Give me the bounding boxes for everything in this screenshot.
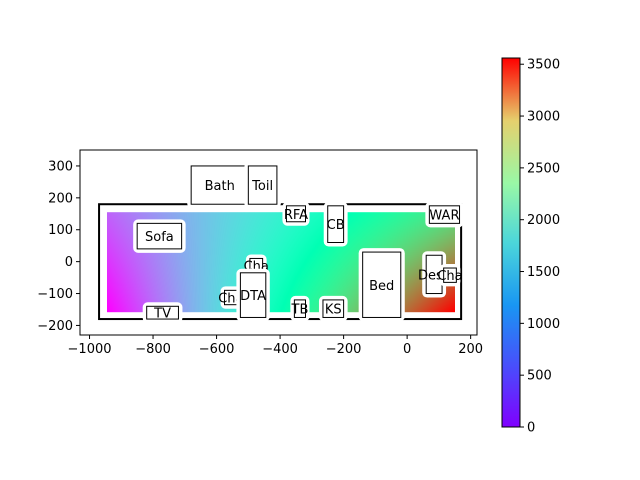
y-axis: −200 −100 0 100 200 300	[37, 159, 80, 334]
furniture-label: Cha	[437, 269, 462, 284]
furniture-box	[239, 272, 267, 318]
y-tick-label: 100	[48, 223, 73, 238]
furniture-label: DTA	[240, 289, 266, 304]
furniture-label: Bed	[369, 279, 394, 294]
colorbar-tick-label: 3000	[527, 110, 560, 125]
furniture-box	[443, 267, 457, 283]
furniture-box	[136, 222, 183, 250]
colorbar-tick-label: 2000	[527, 213, 560, 228]
x-tick-label: −200	[326, 342, 362, 357]
y-tick-label: −100	[37, 287, 73, 302]
furniture-label: WAR	[429, 209, 459, 224]
colorbar-tick-label: 1500	[527, 265, 560, 280]
colorbar-ticks: 0 500 1000 1500 2000 2500 3000 3500	[520, 58, 560, 436]
furniture-box	[428, 205, 461, 224]
x-axis: −1000 −800 −600 −400 −200 0 200	[68, 335, 483, 357]
furniture-label: Sofa	[145, 230, 174, 245]
x-tick-label: −400	[262, 342, 298, 357]
y-tick-label: 200	[48, 191, 73, 206]
colorbar-tick-label: 3500	[527, 58, 560, 73]
y-tick-label: −200	[37, 319, 73, 334]
y-tick-label: 300	[48, 159, 73, 174]
furniture-box	[146, 305, 179, 320]
furniture-label: TV	[153, 307, 171, 322]
furniture-box	[362, 251, 402, 318]
furniture-label: Toil	[251, 179, 273, 194]
x-tick-label: −1000	[68, 342, 112, 357]
furniture-label: TB	[291, 303, 309, 318]
x-tick-label: −600	[199, 342, 235, 357]
plot-frame	[79, 149, 478, 336]
colorbar-tick-label: 500	[527, 369, 552, 384]
furniture-label: RFA	[284, 208, 308, 223]
colorbar-tick-label: 1000	[527, 317, 560, 332]
y-tick-label: 0	[65, 255, 73, 270]
x-tick-label: −800	[135, 342, 171, 357]
furniture-box	[293, 299, 306, 318]
colorbar-tick-label: 2500	[527, 161, 560, 176]
furniture-box	[247, 165, 278, 205]
furniture-box	[285, 205, 306, 223]
furniture-label: CB	[327, 218, 345, 233]
colorbar-gradient	[501, 57, 521, 428]
furniture-box	[327, 205, 345, 244]
x-tick-label: 200	[458, 342, 483, 357]
colorbar-tick-label: 0	[527, 421, 535, 436]
x-tick-label: 0	[403, 342, 411, 357]
furniture-box	[322, 299, 345, 318]
colorbar: 0 500 1000 1500 2000 2500 3000 3500	[501, 57, 560, 436]
furniture-label: Bath	[205, 179, 235, 194]
furniture-label: KS	[325, 303, 342, 318]
